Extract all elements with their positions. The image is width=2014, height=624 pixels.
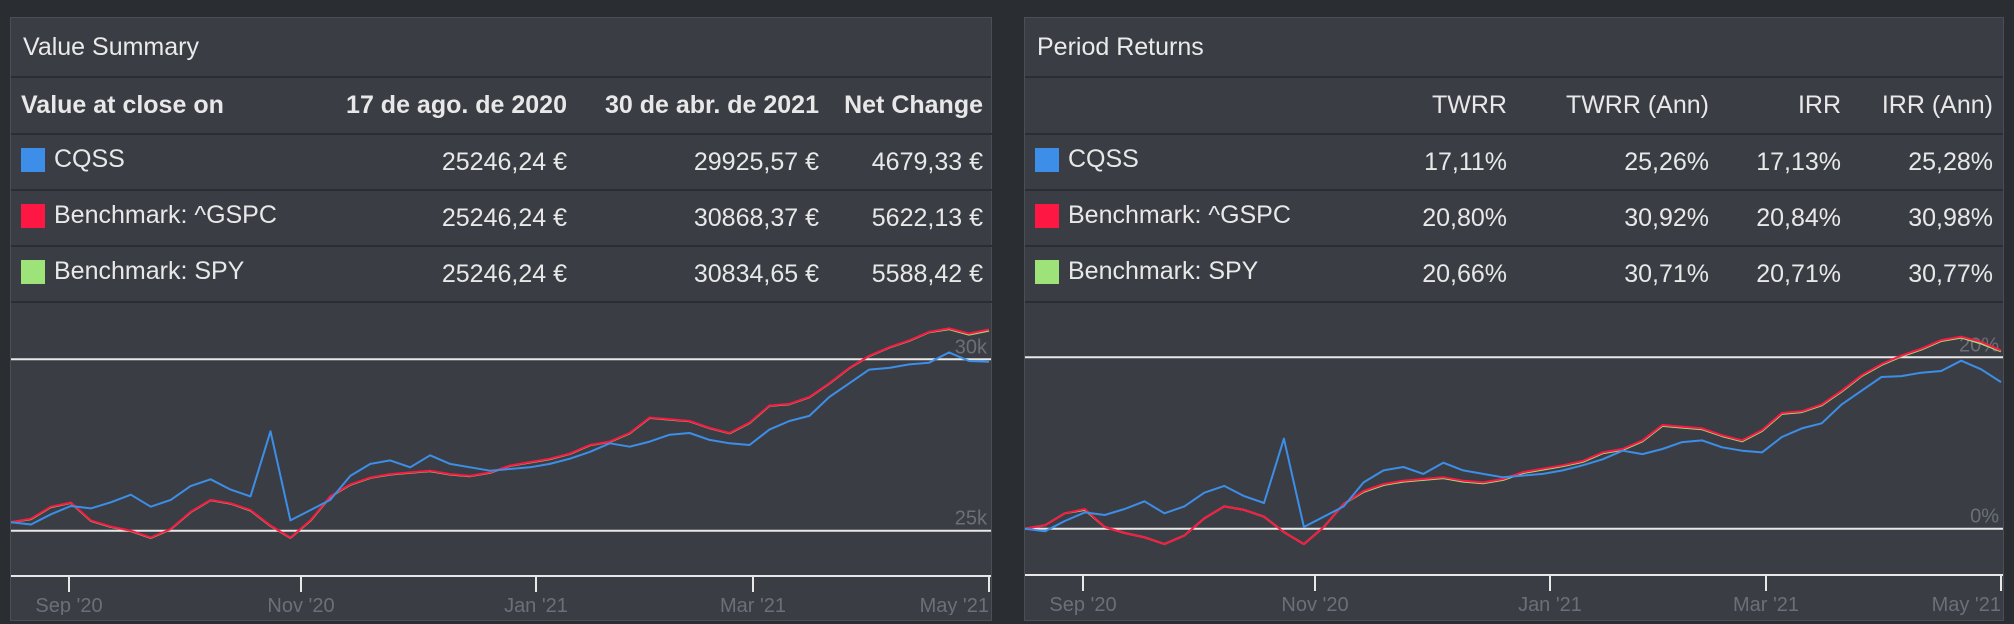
twrr-ann-value: 30,92% [1624, 203, 1709, 232]
x-tick-label: Mar '21 [1733, 594, 1799, 616]
y-tick-label: 25k [955, 508, 988, 530]
series-name: CQSS [54, 145, 125, 174]
table-header-row: TWRR TWRR (Ann) IRR IRR (Ann) [1025, 78, 2003, 134]
x-tick-label: Sep '20 [35, 595, 102, 615]
series-color-swatch [1035, 203, 1059, 228]
twrr-value: 20,80% [1422, 203, 1507, 232]
irr-value: 20,71% [1756, 259, 1841, 288]
net-change: 5622,13 € [871, 203, 983, 232]
value-summary-panel: Value Summary Value at close on 17 de ag… [10, 17, 993, 621]
x-tick-label: Nov '20 [1281, 594, 1348, 616]
x-tick-label: Nov '20 [267, 595, 334, 615]
series-color-swatch [1035, 147, 1059, 172]
x-tick-label: Jan '21 [1518, 594, 1582, 616]
series-line [1025, 335, 2002, 546]
series-name: Benchmark: SPY [54, 257, 245, 286]
value-summary-table: Value at close on 17 de ago. de 2020 30 … [11, 78, 993, 303]
value-chart: 25k 30k Sep '20 Nov '20 Jan '21 Mar '21 May '2… [11, 327, 991, 615]
series-color-swatch [1035, 259, 1059, 284]
end-value: 30868,37 € [693, 203, 819, 232]
series-line [1025, 359, 2002, 533]
column-header: Net Change [844, 91, 983, 119]
series-line [1025, 336, 2002, 546]
y-tick-label: 30k [955, 336, 988, 358]
net-change: 4679,33 € [871, 147, 983, 176]
period-returns-table: TWRR TWRR (Ann) IRR IRR (Ann) CQSS 17,11… [1025, 78, 2003, 303]
series-name: Benchmark: ^GSPC [1068, 201, 1291, 230]
net-change: 5588,42 € [871, 259, 983, 288]
column-header [1025, 78, 1325, 134]
x-tick-label: Sep '20 [1049, 594, 1116, 616]
start-value: 25246,24 € [441, 259, 567, 288]
table-row: Benchmark: SPY 25246,24 € 30834,65 € 558… [11, 246, 993, 302]
table-row: CQSS 25246,24 € 29925,57 € 4679,33 € [11, 134, 993, 190]
end-value: 30834,65 € [693, 259, 819, 288]
series-color-swatch [21, 203, 45, 228]
x-tick-label: May '21 [1932, 594, 2001, 616]
twrr-ann-value: 25,26% [1624, 147, 1709, 176]
irr-value: 17,13% [1756, 147, 1841, 176]
series-name: Benchmark: SPY [1068, 257, 1259, 286]
column-header: TWRR (Ann) [1565, 91, 1709, 119]
column-header: IRR [1797, 91, 1841, 119]
table-row: CQSS 17,11% 25,26% 17,13% 25,28% [1025, 134, 2003, 190]
column-header: IRR (Ann) [1881, 91, 1993, 119]
twrr-value: 17,11% [1424, 147, 1507, 176]
irr-value: 20,84% [1756, 203, 1841, 232]
panel-title: Value Summary [11, 18, 991, 78]
irr-ann-value: 30,77% [1908, 259, 1993, 288]
x-tick-label: Mar '21 [720, 595, 786, 615]
end-value: 29925,57 € [693, 147, 819, 176]
y-tick-label: 0% [1970, 506, 1999, 528]
series-line [11, 351, 990, 526]
column-header: 30 de abr. de 2021 [604, 91, 819, 119]
column-header: TWRR [1432, 91, 1507, 119]
series-color-swatch [21, 259, 45, 284]
series-name: CQSS [1068, 145, 1139, 174]
period-returns-panel: Period Returns TWRR TWRR (Ann) IRR IRR (… [1024, 17, 2004, 621]
panel-title: Period Returns [1025, 18, 2003, 78]
start-value: 25246,24 € [441, 147, 567, 176]
x-tick-label: May '21 [920, 595, 989, 615]
series-color-swatch [21, 147, 45, 172]
twrr-ann-value: 30,71% [1624, 259, 1709, 288]
series-line [11, 328, 990, 539]
irr-ann-value: 30,98% [1908, 203, 1993, 232]
returns-chart: 0%20%Sep '20 Nov '20 Jan '21 Mar '21 May '21 [1025, 334, 2003, 616]
table-header-row: Value at close on 17 de ago. de 2020 30 … [11, 78, 993, 134]
start-value: 25246,24 € [441, 203, 567, 232]
series-name: Benchmark: ^GSPC [54, 201, 277, 230]
column-header: Value at close on [21, 91, 224, 119]
x-tick-label: Jan '21 [504, 595, 568, 615]
column-header: 17 de ago. de 2020 [346, 91, 567, 119]
table-row: Benchmark: ^GSPC 25246,24 € 30868,37 € 5… [11, 190, 993, 246]
table-row: Benchmark: ^GSPC 20,80% 30,92% 20,84% 30… [1025, 190, 2003, 246]
irr-ann-value: 25,28% [1908, 147, 1993, 176]
table-row: Benchmark: SPY 20,66% 30,71% 20,71% 30,7… [1025, 246, 2003, 302]
twrr-value: 20,66% [1422, 259, 1507, 288]
